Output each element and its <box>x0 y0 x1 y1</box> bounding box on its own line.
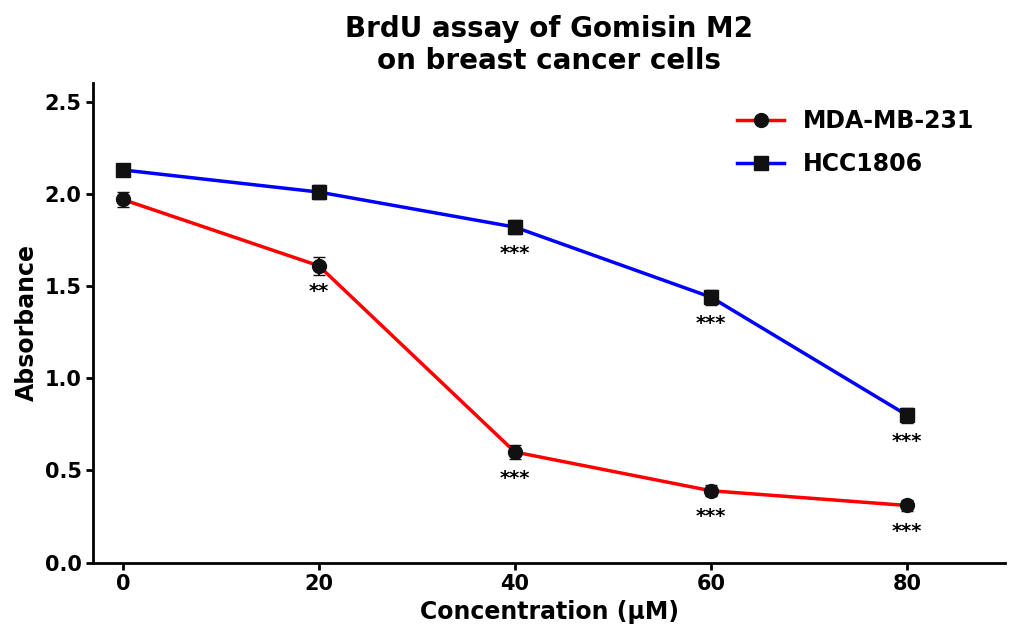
Y-axis label: Absorbance: Absorbance <box>15 245 39 401</box>
Title: BrdU assay of Gomisin M2
on breast cancer cells: BrdU assay of Gomisin M2 on breast cance… <box>344 15 752 75</box>
Text: ***: *** <box>499 243 530 263</box>
Text: ***: *** <box>499 468 530 488</box>
Text: **: ** <box>309 282 328 302</box>
Text: ***: *** <box>891 432 921 450</box>
MDA-MB-231 <box>704 487 716 495</box>
Text: ***: *** <box>695 507 726 527</box>
MDA-MB-231 <box>313 262 325 270</box>
Text: ***: *** <box>891 522 921 541</box>
MDA-MB-231 <box>116 196 128 203</box>
HCC1806 <box>900 412 912 419</box>
Line: MDA-MB-231: MDA-MB-231 <box>116 192 913 512</box>
HCC1806 <box>116 166 128 174</box>
HCC1806 <box>704 293 716 301</box>
MDA-MB-231 <box>508 448 521 456</box>
Legend: MDA-MB-231, HCC1806: MDA-MB-231, HCC1806 <box>727 100 983 186</box>
HCC1806 <box>508 223 521 231</box>
Text: ***: *** <box>695 314 726 333</box>
Line: HCC1806: HCC1806 <box>116 163 913 422</box>
X-axis label: Concentration (μM): Concentration (μM) <box>419 600 678 624</box>
HCC1806 <box>313 189 325 196</box>
MDA-MB-231 <box>900 502 912 509</box>
